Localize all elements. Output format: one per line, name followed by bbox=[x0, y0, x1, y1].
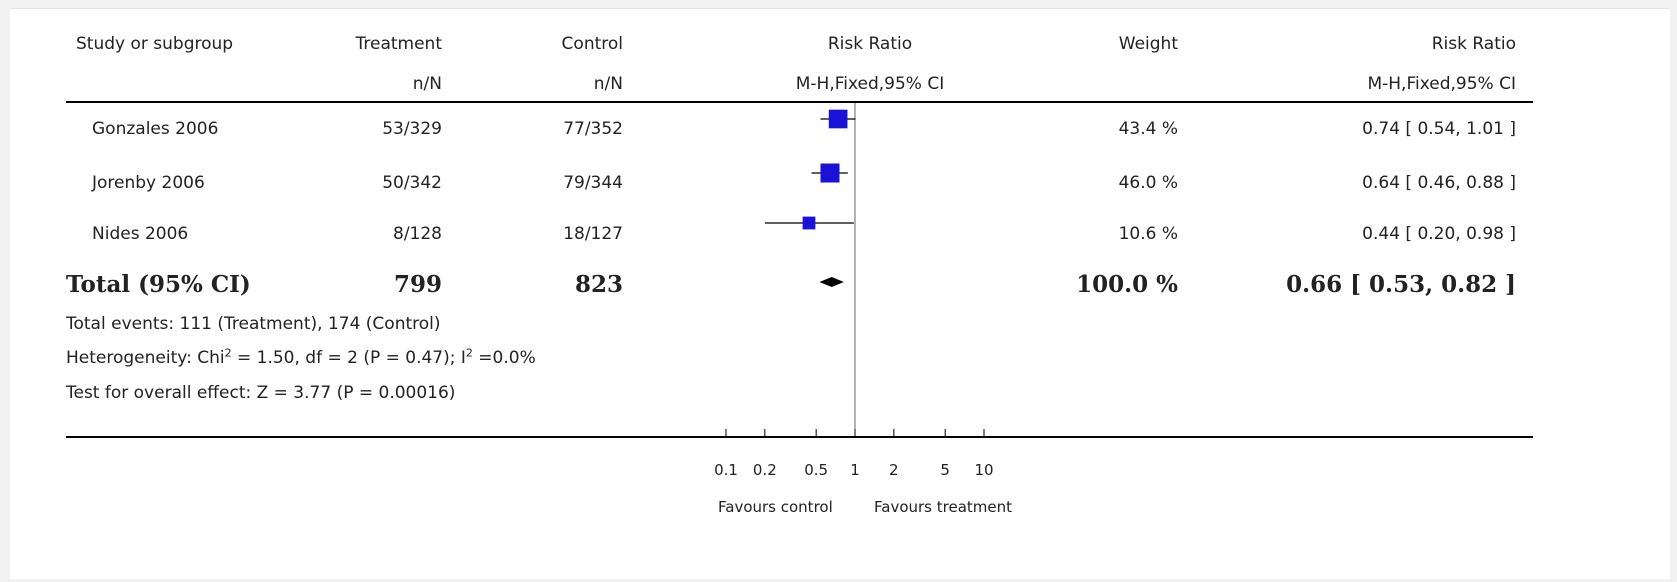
favours-control-label: Favours control bbox=[718, 498, 833, 516]
tick-label: 1 bbox=[850, 461, 860, 479]
heterogeneity-text-a: Heterogeneity: Chi bbox=[66, 348, 225, 368]
bottom-rule bbox=[66, 436, 1533, 438]
study-ci-text: 0.74 [ 0.54, 1.01 ] bbox=[1362, 119, 1516, 139]
study-name: Jorenby 2006 bbox=[92, 173, 205, 193]
header-treatment: Treatment bbox=[355, 34, 442, 54]
tick-label: 0.5 bbox=[804, 461, 828, 479]
point-square bbox=[820, 163, 840, 183]
header-study: Study or subgroup bbox=[76, 34, 234, 54]
study-treatment: 53/329 bbox=[382, 119, 442, 139]
header-weight: Weight bbox=[1118, 34, 1178, 54]
study-control: 79/344 bbox=[563, 173, 623, 193]
favours-treatment-label: Favours treatment bbox=[874, 498, 1013, 516]
heterogeneity-text-b: = 1.50, df = 2 (P = 0.47); I bbox=[231, 348, 466, 368]
header-rule bbox=[66, 101, 1533, 103]
tick-label: 0.1 bbox=[714, 461, 738, 479]
study-weight: 10.6 % bbox=[1118, 224, 1178, 244]
total-events-note: Total events: 111 (Treatment), 174 (Cont… bbox=[66, 314, 441, 334]
point-square bbox=[802, 216, 816, 230]
total-weight: 100.0 % bbox=[1076, 271, 1178, 298]
header-treatment-sub: n/N bbox=[412, 74, 442, 94]
study-control: 18/127 bbox=[563, 224, 623, 244]
study-treatment: 8/128 bbox=[393, 224, 442, 244]
heterogeneity-note: Heterogeneity: Chi2 = 1.50, df = 2 (P = … bbox=[66, 346, 536, 368]
study-weight: 43.4 % bbox=[1118, 119, 1178, 139]
study-name: Gonzales 2006 bbox=[92, 119, 219, 139]
forest-plot-svg: 0.1 0.2 0.5 1 2 5 10 bbox=[714, 103, 994, 479]
i-superscript: 2 bbox=[465, 346, 473, 360]
study-name: Nides 2006 bbox=[92, 224, 189, 244]
header-risk-ratio-text-sub: M-H,Fixed,95% CI bbox=[1367, 74, 1516, 94]
header-risk-ratio-plot: Risk Ratio bbox=[827, 34, 913, 54]
header-risk-ratio-text: Risk Ratio bbox=[1431, 34, 1516, 54]
study-ci-text: 0.64 [ 0.46, 0.88 ] bbox=[1362, 173, 1516, 193]
study-treatment: 50/342 bbox=[382, 173, 442, 193]
total-control: 823 bbox=[574, 271, 623, 298]
tick-label: 5 bbox=[940, 461, 950, 479]
tick-label: 2 bbox=[889, 461, 899, 479]
pooled-diamond bbox=[819, 277, 844, 287]
tick-label: 10 bbox=[974, 461, 993, 479]
total-treatment: 799 bbox=[393, 271, 442, 298]
total-ci-text: 0.66 [ 0.53, 0.82 ] bbox=[1286, 271, 1516, 298]
chi-superscript: 2 bbox=[224, 346, 232, 360]
study-control: 77/352 bbox=[563, 119, 623, 139]
total-label: Total (95% CI) bbox=[66, 271, 251, 298]
study-ci-text: 0.44 [ 0.20, 0.98 ] bbox=[1362, 224, 1516, 244]
tick-label: 0.2 bbox=[753, 461, 777, 479]
heterogeneity-text-c: =0.0% bbox=[472, 348, 536, 368]
forest-plot-panel: Study or subgroup Treatment n/N Control … bbox=[10, 8, 1670, 579]
overall-effect-note: Test for overall effect: Z = 3.77 (P = 0… bbox=[66, 383, 456, 403]
study-weight: 46.0 % bbox=[1118, 173, 1178, 193]
point-square bbox=[828, 109, 848, 129]
header-control-sub: n/N bbox=[593, 74, 623, 94]
header-control: Control bbox=[561, 34, 623, 54]
header-risk-ratio-plot-sub: M-H,Fixed,95% CI bbox=[795, 74, 945, 94]
